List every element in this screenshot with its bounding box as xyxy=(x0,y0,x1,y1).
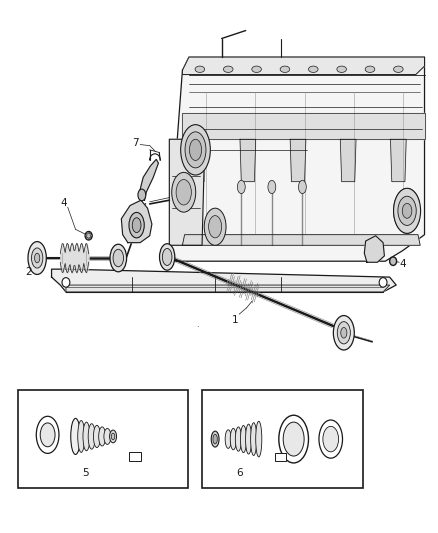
Ellipse shape xyxy=(308,66,318,72)
Ellipse shape xyxy=(322,426,338,452)
Ellipse shape xyxy=(211,431,219,447)
Polygon shape xyxy=(290,139,305,182)
Ellipse shape xyxy=(78,421,85,453)
Ellipse shape xyxy=(397,196,415,225)
Polygon shape xyxy=(51,269,395,292)
Bar xyxy=(129,452,141,462)
Ellipse shape xyxy=(389,257,396,265)
Text: .: . xyxy=(196,320,198,329)
Ellipse shape xyxy=(162,248,172,265)
Ellipse shape xyxy=(208,216,221,238)
Ellipse shape xyxy=(237,180,245,193)
Ellipse shape xyxy=(28,241,46,274)
Ellipse shape xyxy=(86,237,88,239)
Ellipse shape xyxy=(180,125,210,175)
Polygon shape xyxy=(140,159,158,200)
Ellipse shape xyxy=(89,232,91,234)
Ellipse shape xyxy=(401,204,411,218)
Ellipse shape xyxy=(36,416,59,454)
Ellipse shape xyxy=(212,434,217,444)
Polygon shape xyxy=(121,200,152,243)
Ellipse shape xyxy=(240,425,246,453)
Ellipse shape xyxy=(89,237,91,239)
Ellipse shape xyxy=(223,66,233,72)
Ellipse shape xyxy=(171,172,195,212)
Ellipse shape xyxy=(267,180,275,193)
Ellipse shape xyxy=(85,231,92,240)
Ellipse shape xyxy=(110,430,116,443)
Ellipse shape xyxy=(278,415,308,463)
Ellipse shape xyxy=(93,425,100,448)
Ellipse shape xyxy=(35,253,40,263)
Text: 5: 5 xyxy=(82,469,88,478)
Ellipse shape xyxy=(40,423,55,447)
Text: 2: 2 xyxy=(25,267,32,277)
Ellipse shape xyxy=(99,427,106,446)
Ellipse shape xyxy=(110,244,126,272)
Bar xyxy=(275,453,286,462)
Ellipse shape xyxy=(104,429,111,445)
Ellipse shape xyxy=(132,217,141,232)
Ellipse shape xyxy=(378,278,386,287)
Ellipse shape xyxy=(245,424,251,454)
Ellipse shape xyxy=(129,213,144,238)
Ellipse shape xyxy=(32,248,43,268)
Text: 6: 6 xyxy=(235,469,242,478)
Ellipse shape xyxy=(230,429,236,450)
Polygon shape xyxy=(182,113,424,139)
Polygon shape xyxy=(189,139,205,182)
Ellipse shape xyxy=(298,180,306,193)
Ellipse shape xyxy=(204,208,226,245)
Ellipse shape xyxy=(364,66,374,72)
Ellipse shape xyxy=(251,66,261,72)
Ellipse shape xyxy=(235,427,241,451)
Polygon shape xyxy=(169,139,204,245)
Ellipse shape xyxy=(336,66,346,72)
Polygon shape xyxy=(339,139,355,182)
Ellipse shape xyxy=(283,422,304,456)
Ellipse shape xyxy=(392,66,402,72)
Polygon shape xyxy=(364,236,384,262)
Ellipse shape xyxy=(189,139,201,160)
Ellipse shape xyxy=(225,430,231,448)
Text: 7: 7 xyxy=(132,138,139,148)
Ellipse shape xyxy=(71,418,80,455)
Ellipse shape xyxy=(340,327,346,338)
Ellipse shape xyxy=(159,244,174,270)
Bar xyxy=(18,390,187,488)
Ellipse shape xyxy=(336,321,350,344)
Polygon shape xyxy=(169,57,424,261)
Ellipse shape xyxy=(318,420,342,458)
Ellipse shape xyxy=(194,66,204,72)
Ellipse shape xyxy=(111,433,115,440)
Polygon shape xyxy=(240,139,255,182)
Ellipse shape xyxy=(83,422,90,451)
Ellipse shape xyxy=(176,180,191,205)
Text: 1: 1 xyxy=(231,314,237,325)
Ellipse shape xyxy=(250,423,256,456)
Ellipse shape xyxy=(113,249,123,266)
Ellipse shape xyxy=(392,188,420,233)
Ellipse shape xyxy=(184,132,205,168)
Bar xyxy=(201,390,363,488)
Polygon shape xyxy=(66,285,389,292)
Polygon shape xyxy=(390,139,405,182)
Ellipse shape xyxy=(85,235,87,237)
Ellipse shape xyxy=(90,235,92,237)
Ellipse shape xyxy=(86,232,88,234)
Text: 4: 4 xyxy=(399,259,405,269)
Ellipse shape xyxy=(279,66,289,72)
Ellipse shape xyxy=(62,278,70,287)
Ellipse shape xyxy=(88,424,95,449)
Polygon shape xyxy=(182,57,424,75)
Ellipse shape xyxy=(332,316,353,350)
Ellipse shape xyxy=(138,189,145,201)
Ellipse shape xyxy=(255,421,261,457)
Polygon shape xyxy=(182,235,419,245)
Text: 4: 4 xyxy=(60,198,67,208)
